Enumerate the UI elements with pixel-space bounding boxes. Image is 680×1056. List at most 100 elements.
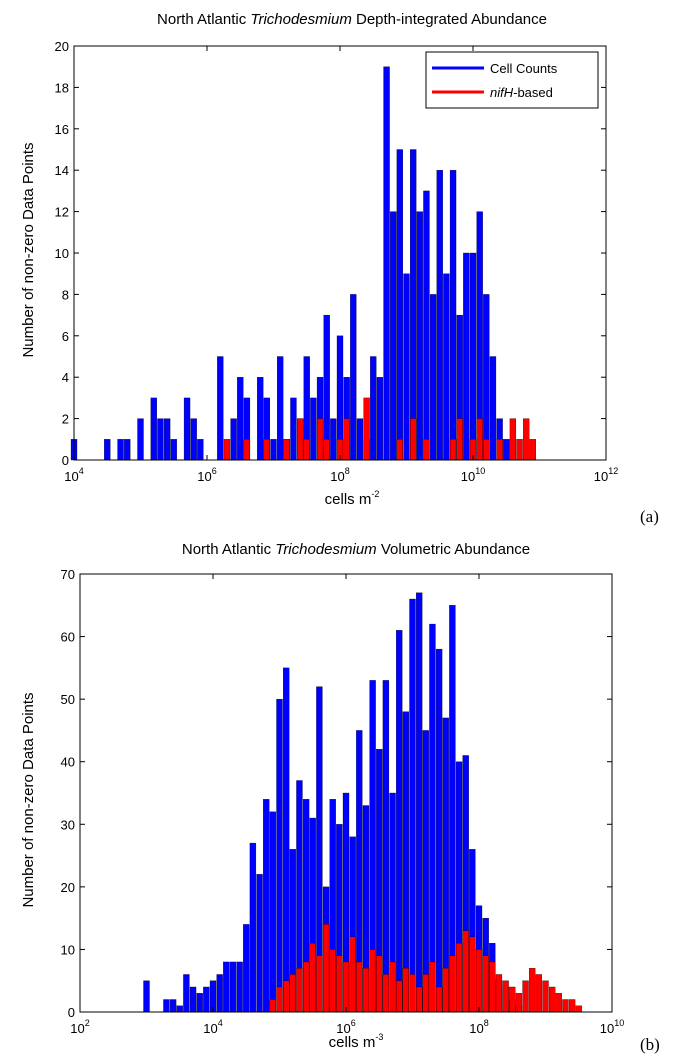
panel-b-bar-s1-45	[568, 999, 576, 1013]
panel-a-bar-s1-14	[449, 439, 457, 461]
panel-a-bar-s1-9	[343, 418, 350, 461]
panel-b-bar-s0-18	[276, 698, 283, 1013]
panel-b-bar-s1-19	[396, 980, 403, 1013]
panel-a-ytick-label-7: 14	[55, 163, 69, 178]
panel-b-bar-s0-12	[236, 961, 243, 1013]
panel-a-ytick-label-9: 18	[55, 80, 69, 95]
panel-a-label: (a)	[640, 507, 659, 526]
panel-b-bar-s1-43	[555, 993, 562, 1013]
panel-b-ytick-label-2: 20	[61, 880, 75, 895]
panel-b-ytick-label-1: 10	[61, 942, 75, 957]
panel-a-bar-s0-37	[396, 149, 403, 461]
panel-a-bar-s0-4	[137, 418, 144, 461]
panel-a-bar-s0-10	[190, 418, 197, 461]
panel-a-bar-s0-8	[170, 439, 177, 461]
panel-a-bar-s0-6	[157, 418, 164, 461]
panel-b-bar-s1-26	[442, 968, 449, 1013]
panel-a-bar-s0-7	[163, 418, 171, 461]
panel-a-bar-s0-27	[330, 418, 337, 461]
panel-a-bar-s0-13	[230, 418, 237, 461]
panel-b-bar-s0-39	[416, 592, 423, 1013]
panel-a-bar-s0-43	[436, 170, 443, 461]
panel-a-bar-s0-41	[423, 190, 430, 461]
panel-b-bar-s0-44	[449, 605, 456, 1013]
panel-a-bar-s0-45	[449, 170, 457, 461]
panel-b-bar-s1-13	[356, 961, 363, 1013]
panel-b-bar-s1-40	[535, 974, 542, 1013]
panel-b-bar-s1-3	[289, 974, 296, 1013]
panel-b-bar-s1-21	[409, 974, 416, 1013]
panel-a-bar-s0-38	[403, 273, 410, 461]
panel-a-bar-s0-33	[370, 356, 377, 461]
panel-a-bar-s0-1	[104, 439, 111, 461]
panel-b-bar-s1-38	[522, 980, 529, 1013]
panel-b-bar-s1-36	[509, 986, 516, 1013]
panel-b-bar-s1-44	[562, 999, 569, 1013]
panel-b-ylabel: Number of non-zero Data Points	[20, 692, 37, 907]
panel-b-bar-s0-6	[196, 993, 203, 1013]
panel-b-bar-s1-30	[469, 936, 476, 1013]
panel-b-xtick-label-3: 108	[469, 1018, 488, 1036]
panel-a-bar-s0-47	[463, 252, 470, 461]
panel-b-bar-s1-39	[529, 968, 536, 1013]
panel-a-bar-s1-10	[363, 397, 370, 461]
panel-b-xlabel: cells m-3	[329, 1032, 384, 1051]
panel-b: North Atlantic Trichodesmium Volumetric …	[20, 541, 660, 1054]
panel-b-bar-s0-37	[402, 711, 409, 1013]
panel-b-bar-s1-27	[449, 955, 456, 1013]
panel-b-bar-s1-22	[416, 986, 423, 1013]
panel-a-bar-s0-39	[410, 149, 417, 461]
panel-a-ytick-label-8: 16	[55, 122, 69, 137]
panel-b-bar-s0-3	[176, 1005, 183, 1013]
panel-b-bar-s0-13	[243, 924, 250, 1013]
legend-label-cell-counts: Cell Counts	[490, 61, 558, 76]
panel-b-label: (b)	[640, 1035, 660, 1054]
panel-b-bar-s1-41	[542, 980, 549, 1013]
panel-a-bar-s0-36	[390, 211, 397, 461]
panel-a-bar-s0-51	[489, 356, 497, 461]
panel-b-bar-s1-28	[455, 943, 463, 1013]
panel-b-xtick-label-4: 1010	[600, 1018, 624, 1036]
panel-b-bar-s1-12	[349, 936, 356, 1013]
panel-b-bar-s1-6	[309, 943, 316, 1013]
panel-a-bar-s1-19	[496, 439, 503, 461]
panel-b-bar-s0-10	[223, 961, 230, 1013]
panel-b-bar-s0-15	[256, 874, 263, 1013]
panel-b-bars	[143, 592, 582, 1013]
panel-a-ytick-label-4: 8	[62, 287, 69, 302]
panel-b-bar-s0-36	[396, 630, 403, 1013]
panel-b-ticks: 0 10 20 30 40 50 60 70 102 104 106 108 1010	[61, 567, 625, 1036]
panel-a-bar-s1-20	[509, 418, 517, 461]
panel-a-ytick-label-6: 12	[55, 205, 69, 220]
panel-b-bar-s1-1	[276, 986, 283, 1013]
panel-a-bar-s1-0	[223, 439, 231, 461]
panel-a-bar-s1-4	[296, 418, 304, 461]
panel-a-bar-s0-14	[237, 377, 244, 461]
panel-b-xtick-label-1: 104	[203, 1018, 222, 1036]
panel-a-ytick-label-2: 4	[62, 370, 69, 385]
panel-a-bar-s1-3	[283, 439, 290, 461]
panel-a-legend-box	[425, 51, 599, 109]
panel-b-bar-s1-42	[549, 986, 556, 1013]
panel-a-bars	[70, 66, 536, 461]
panel-a-title: North Atlantic Trichodesmium Depth-integ…	[157, 11, 547, 28]
panel-a-bar-s0-21	[290, 397, 297, 461]
panel-a-ytick-label-10: 20	[55, 39, 69, 54]
panel-b-bar-s1-17	[382, 974, 390, 1013]
panel-b-ytick-label-3: 30	[61, 817, 75, 832]
panel-b-ytick-label-4: 40	[61, 755, 75, 770]
panel-a-bar-s1-2	[263, 439, 270, 461]
panel-a-bar-s1-11	[396, 439, 403, 461]
panel-b-bar-s0-41	[429, 623, 436, 1013]
panel-b-bar-s1-0	[269, 999, 276, 1013]
panel-b-bar-s1-29	[462, 930, 469, 1013]
panel-a-bar-s0-24	[310, 397, 317, 461]
panel-a-bar-s0-40	[416, 211, 423, 461]
panel-b-bar-s0-42	[435, 648, 443, 1013]
panel-b-xtick-label-2: 106	[336, 1018, 355, 1036]
panel-a-bar-s1-7	[323, 439, 330, 461]
panel-a-bar-s0-31	[356, 418, 364, 461]
panel-a-xlabel: cells m-2	[325, 489, 380, 508]
panel-b-ytick-label-0: 0	[68, 1005, 75, 1020]
